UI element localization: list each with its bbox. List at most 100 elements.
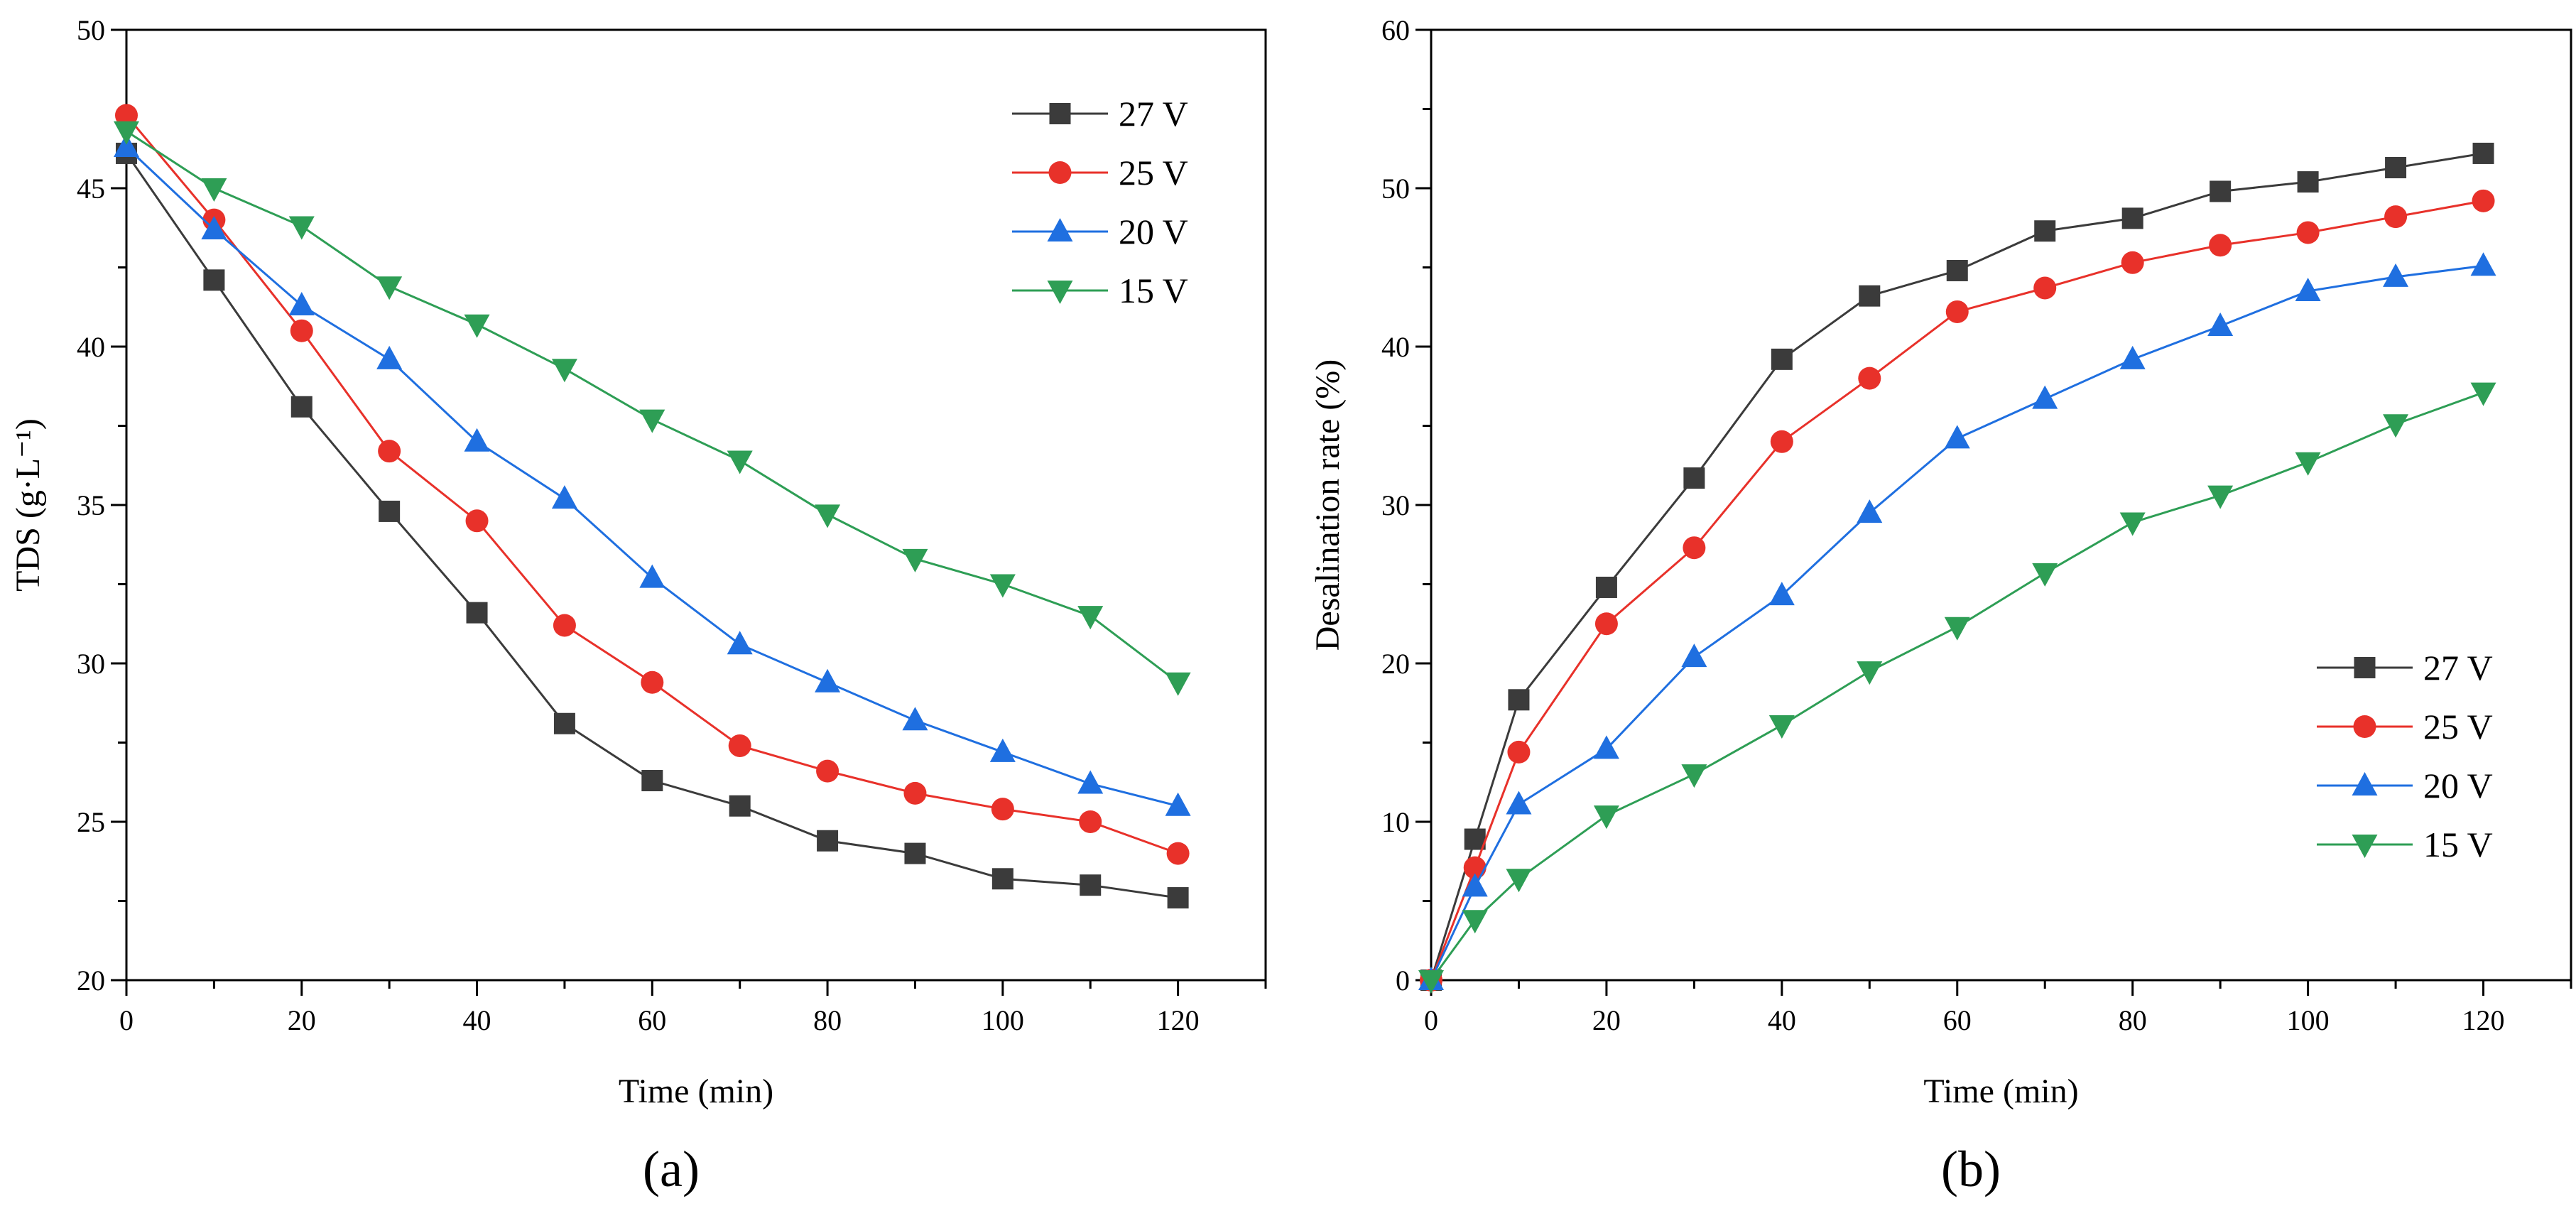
x-tick-label: 120	[1157, 1004, 1200, 1036]
legend-item: 20 V	[1012, 212, 1188, 251]
legend-marker	[2352, 772, 2378, 795]
data-point	[465, 509, 489, 533]
x-tick-label: 80	[813, 1004, 842, 1036]
y-tick-label: 20	[1381, 648, 1410, 680]
data-point	[1506, 869, 1532, 893]
x-axis-title: Time (min)	[1923, 1072, 2078, 1110]
x-tick-label: 100	[2287, 1004, 2330, 1036]
legend-label: 25 V	[2423, 707, 2493, 746]
data-point	[727, 631, 753, 655]
legend-label: 20 V	[1119, 212, 1188, 251]
data-point	[376, 276, 403, 300]
data-point	[2295, 277, 2321, 301]
legend-marker	[1047, 281, 1073, 304]
y-tick-label: 40	[1381, 331, 1410, 363]
data-point	[1079, 810, 1102, 833]
data-point	[902, 707, 928, 731]
data-point	[2297, 171, 2319, 193]
data-point	[904, 842, 926, 864]
data-point	[2384, 205, 2408, 229]
data-point	[2121, 207, 2143, 229]
y-tick-label: 20	[77, 965, 105, 997]
x-tick-label: 20	[1592, 1004, 1621, 1036]
series-15v	[114, 121, 1191, 696]
data-point	[2033, 276, 2057, 300]
data-point	[902, 548, 928, 572]
data-point	[378, 440, 401, 463]
data-point	[989, 738, 1016, 762]
series-25v	[115, 104, 1190, 865]
x-tick-label: 100	[982, 1004, 1024, 1036]
data-point	[1858, 366, 1881, 390]
y-tick-label: 45	[77, 173, 105, 205]
data-point	[1683, 467, 1705, 489]
data-point	[1859, 285, 1881, 307]
series-line	[1430, 200, 2484, 981]
data-point	[641, 670, 664, 694]
y-tick-label: 50	[1381, 173, 1410, 205]
data-point	[2121, 251, 2144, 274]
data-point	[991, 798, 1014, 821]
data-point	[1463, 856, 1487, 879]
legend: 27 V 25 V 20 V 15 V	[1012, 94, 1188, 310]
series-20v	[114, 134, 1191, 816]
x-tick-label: 60	[1943, 1004, 1972, 1036]
data-point	[115, 104, 138, 127]
data-point	[1683, 536, 1706, 560]
data-point	[2207, 485, 2234, 509]
data-point	[728, 734, 751, 757]
data-point	[290, 319, 313, 342]
chart-panel-a: 0 20 40 60 80 100 120 20 25 30 35 40 45 50 Time (min) T…	[9, 14, 1267, 1198]
x-tick-label: 40	[1768, 1004, 1796, 1036]
data-point	[1594, 612, 1618, 636]
data-point	[816, 759, 839, 783]
data-point	[290, 396, 313, 418]
data-point	[2210, 180, 2232, 202]
data-point	[1945, 300, 1969, 323]
data-point	[903, 781, 927, 805]
data-point	[2472, 189, 2495, 212]
data-point	[1768, 582, 1795, 606]
data-point	[1418, 970, 1444, 994]
legend-item: 27 V	[2317, 648, 2493, 688]
data-point	[1770, 430, 1793, 453]
data-point	[2470, 382, 2496, 406]
data-point	[1857, 661, 1883, 685]
data-point	[551, 359, 577, 383]
panel-label: (a)	[643, 1141, 700, 1198]
data-point	[1165, 792, 1191, 816]
y-axis-title: Desalination rate (%)	[1309, 359, 1347, 651]
data-point	[201, 178, 227, 202]
data-point	[817, 830, 839, 852]
data-point	[2385, 157, 2407, 179]
legend-item: 27 V	[1012, 94, 1188, 134]
data-point	[1944, 617, 1970, 641]
data-point	[288, 292, 315, 316]
y-tick-label: 10	[1381, 806, 1410, 838]
data-point	[1507, 740, 1531, 764]
data-point	[1080, 874, 1102, 896]
legend-item: 20 V	[2317, 766, 2493, 805]
legend-label: 15 V	[2423, 825, 2493, 864]
x-axis-title: Time (min)	[619, 1072, 773, 1110]
data-point	[1593, 805, 1619, 830]
legend-marker	[2352, 835, 2378, 858]
y-tick-label: 35	[77, 489, 105, 521]
data-point	[2207, 313, 2234, 337]
data-point	[1167, 887, 1189, 909]
data-point	[1508, 689, 1530, 711]
y-tick-label: 60	[1381, 14, 1410, 46]
data-point	[553, 614, 576, 637]
data-point	[991, 868, 1013, 890]
data-point	[1857, 499, 1883, 523]
series-27v	[116, 142, 1189, 909]
data-point	[203, 269, 225, 291]
data-point	[1681, 643, 1707, 668]
data-point	[201, 215, 227, 239]
data-point	[815, 504, 841, 528]
data-point	[2032, 385, 2058, 409]
y-axis-title: TDS (g·L⁻¹)	[9, 418, 47, 592]
data-point	[1165, 672, 1191, 696]
legend-item: 25 V	[2317, 707, 2493, 746]
